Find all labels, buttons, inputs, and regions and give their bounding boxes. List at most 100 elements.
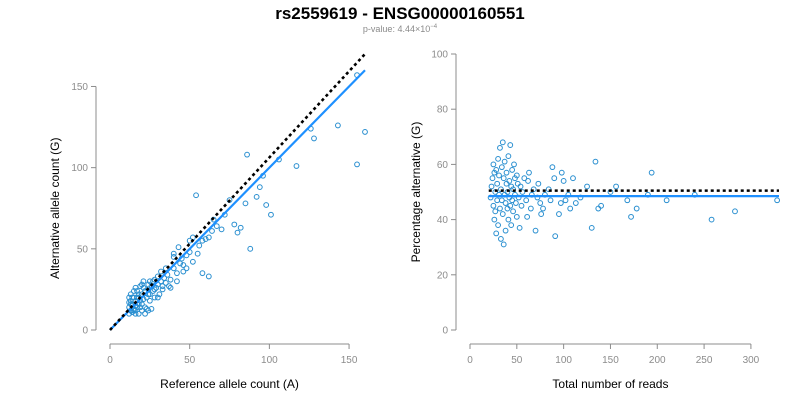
- data-point: [199, 270, 206, 277]
- data-point: [570, 175, 576, 182]
- data-point: [519, 189, 526, 195]
- data-point: [247, 245, 254, 252]
- data-point: [205, 273, 212, 280]
- data-point: [507, 202, 514, 209]
- data-point: [490, 161, 497, 168]
- data-point: [613, 183, 619, 190]
- data-point: [552, 233, 559, 240]
- data-point: [509, 197, 516, 204]
- x-tick-label: 100: [261, 355, 278, 366]
- data-point: [196, 242, 203, 249]
- chart-title: rs2559619 - ENSG00000160551: [275, 4, 525, 23]
- data-point: [151, 294, 158, 301]
- data-point: [145, 307, 152, 314]
- data-point: [134, 288, 140, 294]
- data-point: [189, 258, 196, 265]
- x-tick-label: 150: [341, 355, 358, 366]
- y-axis-label: Alternative allele count (G): [48, 138, 62, 279]
- data-point: [159, 286, 166, 293]
- data-point: [557, 200, 564, 206]
- data-point: [497, 205, 503, 212]
- data-point: [167, 284, 174, 291]
- x-tick-label: 50: [511, 355, 523, 366]
- data-point: [503, 169, 510, 176]
- data-point: [547, 197, 554, 204]
- data-point: [150, 288, 156, 294]
- data-point: [127, 291, 134, 298]
- data-point: [362, 129, 368, 135]
- data-point: [513, 172, 520, 179]
- data-point: [517, 183, 524, 190]
- data-point: [592, 158, 599, 165]
- data-point: [493, 230, 500, 237]
- p-value-text: p-value: 4.44×10: [362, 24, 431, 34]
- data-point: [598, 202, 604, 209]
- data-point: [501, 158, 508, 165]
- y-tick-label: 0: [82, 326, 88, 337]
- y-tick-label: 60: [437, 160, 449, 171]
- data-point: [512, 200, 519, 206]
- data-point: [234, 229, 241, 236]
- data-point: [244, 151, 250, 158]
- data-point: [194, 250, 201, 257]
- data-point: [268, 211, 274, 218]
- y-tick-label: 20: [437, 270, 449, 281]
- data-point: [263, 202, 270, 208]
- data-point: [167, 276, 174, 283]
- data-point: [518, 202, 525, 209]
- data-point: [146, 297, 153, 304]
- data-point: [154, 294, 161, 301]
- data-point: [511, 161, 517, 168]
- data-point: [170, 250, 177, 257]
- data-point: [525, 178, 531, 184]
- x-tick-label: 300: [743, 355, 760, 366]
- data-point: [509, 167, 516, 173]
- x-tick-label: 250: [696, 355, 713, 366]
- data-point: [624, 197, 631, 204]
- data-point: [253, 193, 260, 200]
- data-point: [567, 205, 574, 212]
- data-point: [504, 205, 511, 212]
- x-tick-label: 0: [467, 355, 473, 366]
- data-point: [510, 208, 516, 215]
- data-point: [537, 200, 544, 206]
- data-point: [498, 236, 504, 242]
- data-point: [129, 294, 136, 301]
- data-point: [551, 175, 558, 182]
- x-tick-label: 100: [555, 355, 572, 366]
- data-point: [135, 310, 142, 317]
- data-point: [508, 222, 515, 229]
- x-tick-label: 150: [602, 355, 619, 366]
- data-point: [490, 202, 497, 209]
- data-point: [213, 223, 220, 229]
- data-point: [496, 172, 502, 179]
- reference-line: [109, 53, 366, 331]
- data-point: [489, 175, 496, 182]
- y-tick-label: 40: [437, 215, 449, 226]
- data-point: [540, 205, 546, 212]
- data-point: [527, 205, 534, 212]
- data-point: [633, 205, 640, 212]
- data-point: [521, 175, 528, 182]
- data-point: [131, 307, 137, 314]
- data-point: [491, 216, 498, 223]
- x-axis-label: Total number of reads: [552, 377, 668, 391]
- data-point: [153, 284, 160, 291]
- data-point: [202, 236, 209, 242]
- allele-count-scatter-panel: 0 50 100 150 0 50 100 150 Reference allele count…: [48, 53, 368, 391]
- data-point: [140, 278, 147, 285]
- data-point: [648, 169, 655, 176]
- data-point: [137, 283, 144, 290]
- data-point: [595, 205, 602, 212]
- data-point: [513, 213, 520, 220]
- data-point: [514, 180, 521, 187]
- data-point: [183, 265, 190, 272]
- data-point: [180, 268, 187, 275]
- data-point: [562, 197, 569, 204]
- data-point: [503, 180, 510, 187]
- data-point: [177, 260, 184, 267]
- data-point: [175, 244, 182, 251]
- data-point: [584, 183, 590, 190]
- data-point: [493, 167, 500, 173]
